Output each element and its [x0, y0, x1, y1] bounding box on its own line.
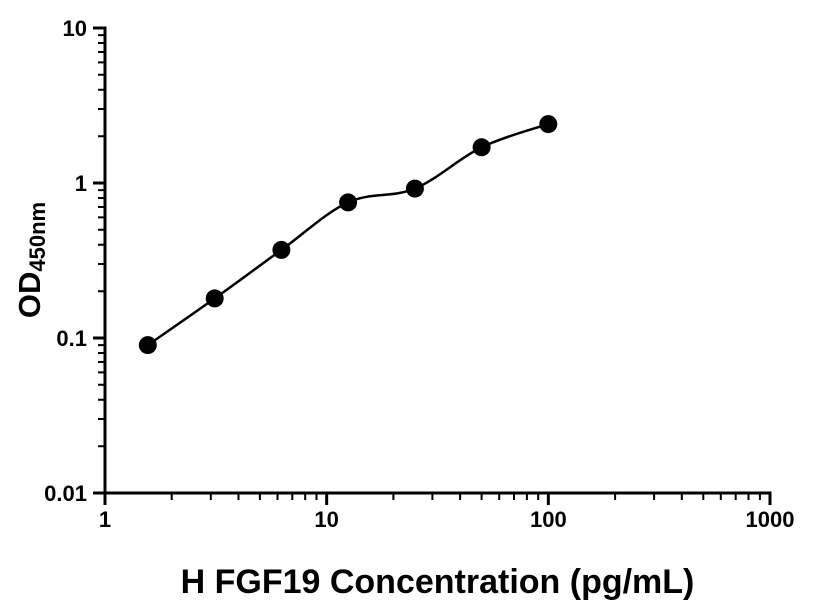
data-point: [205, 289, 224, 308]
x-axis-title: H FGF19 Concentration (pg/mL): [180, 563, 695, 601]
y-axis-title-base: OD: [12, 271, 47, 319]
axes-spines: [103, 26, 772, 495]
data-point: [539, 115, 558, 134]
y-tick-label: 10: [63, 16, 87, 41]
y-tick-label: 0.1: [56, 326, 87, 351]
y-axis-title: OD450nm: [12, 201, 50, 319]
data-point: [339, 193, 358, 212]
fit-curve: [147, 122, 549, 347]
minor-ticks: [98, 34, 761, 500]
data-point: [272, 240, 291, 259]
y-axis-title-subscript: 450nm: [25, 201, 50, 272]
data-point: [405, 179, 424, 198]
x-tick-label: 10: [314, 507, 338, 532]
data-point: [138, 336, 157, 355]
y-tick-label: 0.01: [44, 481, 87, 506]
x-tick-label: 1000: [746, 507, 795, 532]
data-point: [472, 138, 491, 157]
x-tick-label: 100: [530, 507, 567, 532]
x-tick-label: 1: [99, 507, 111, 532]
y-tick-label: 1: [75, 171, 87, 196]
